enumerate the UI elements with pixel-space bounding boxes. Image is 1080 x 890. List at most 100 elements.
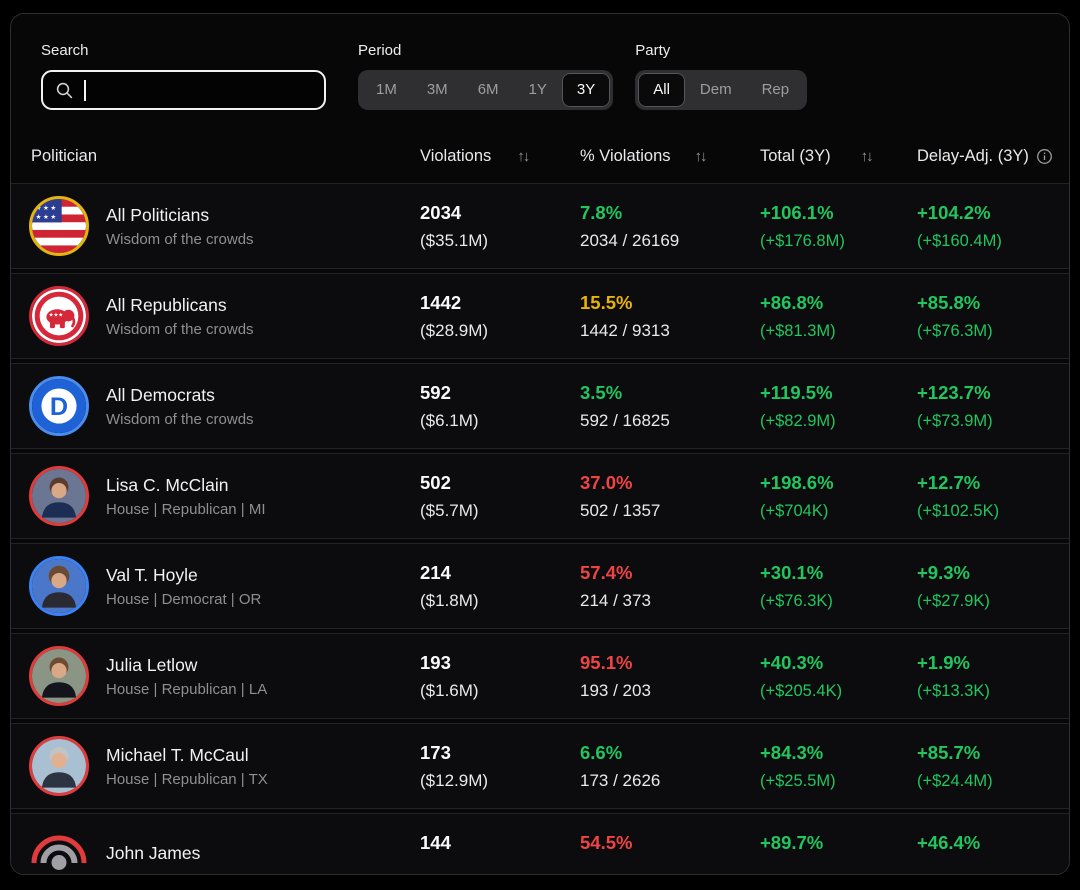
info-icon[interactable] (1036, 148, 1053, 165)
pct-violations: 95.1% (580, 652, 633, 673)
delay-adj-return: +85.8% (917, 292, 981, 313)
table-row[interactable]: ★★★ All Republicans Wisdom of the crowds… (11, 273, 1069, 359)
table-row[interactable]: ★ ★ ★ ★ ★ ★ All Politicians Wisdom of th… (11, 183, 1069, 269)
pct-fraction: 1442 / 9313 (580, 321, 670, 340)
politician-name[interactable]: John James (106, 843, 201, 863)
total-amount: (+$704K) (760, 502, 829, 520)
total-return: +84.3% (760, 742, 824, 763)
total-return: +89.7% (760, 832, 824, 853)
politician-name[interactable]: All Politicians (106, 204, 210, 225)
delay-adj-return: +46.4% (917, 832, 981, 853)
svg-text:★ ★ ★: ★ ★ ★ (36, 205, 56, 212)
text-caret (84, 79, 86, 101)
col-pct-violations[interactable]: % Violations (580, 146, 671, 165)
violations-count: 193 (420, 652, 451, 673)
col-politician: Politician (31, 146, 98, 165)
search-input[interactable] (41, 70, 326, 110)
party-option-all-selected[interactable]: All (638, 73, 685, 107)
col-delay-adj-3y: Delay-Adj. (3Y) (917, 146, 1029, 165)
table-row[interactable]: Julia Letlow House | Republican | LA 193… (11, 633, 1069, 719)
sort-icon[interactable]: ↑↓ (860, 147, 874, 165)
violations-amount: ($1.6M) (420, 681, 479, 700)
table-row[interactable]: John James 144 54.5% +89.7% +46.4% (11, 813, 1069, 874)
politician-subtitle: House | Republican | MI (106, 500, 266, 518)
total-amount: (+$25.5M) (760, 772, 836, 790)
us-flag-avatar: ★ ★ ★ ★ ★ ★ (29, 196, 89, 256)
total-amount: (+$176.8M) (760, 232, 845, 250)
delay-adj-return: +1.9% (917, 652, 970, 673)
portrait-avatar (29, 556, 89, 616)
period-option-6m[interactable]: 6M (463, 73, 514, 107)
party-option-dem[interactable]: Dem (685, 73, 747, 107)
total-amount: (+$82.9M) (760, 412, 836, 430)
period-option-3m[interactable]: 3M (412, 73, 463, 107)
politician-name[interactable]: Val T. Hoyle (106, 564, 198, 585)
violations-amount: ($6.1M) (420, 411, 479, 430)
politician-name[interactable]: All Democrats (106, 384, 215, 405)
party-label: Party (635, 42, 671, 59)
pct-fraction: 173 / 2626 (580, 771, 661, 790)
search-field[interactable] (85, 81, 312, 99)
pct-fraction: 502 / 1357 (580, 501, 661, 520)
politician-name[interactable]: Julia Letlow (106, 654, 198, 675)
violations-count: 214 (420, 562, 451, 583)
svg-text:D: D (50, 393, 68, 421)
violations-count: 592 (420, 382, 451, 403)
total-return: +40.3% (760, 652, 824, 673)
period-option-1y[interactable]: 1Y (514, 73, 562, 107)
politician-name[interactable]: Michael T. McCaul (106, 744, 249, 765)
svg-text:★ ★ ★: ★ ★ ★ (36, 214, 56, 221)
violations-count: 2034 (420, 202, 462, 223)
delay-adj-amount: (+$27.9K) (917, 592, 990, 610)
portrait-avatar (29, 466, 89, 526)
politician-subtitle: House | Republican | TX (106, 770, 268, 788)
sort-icon[interactable]: ↑↓ (694, 147, 708, 165)
period-option-1m[interactable]: 1M (361, 73, 412, 107)
politician-subtitle: Wisdom of the crowds (106, 410, 254, 428)
pct-violations: 15.5% (580, 292, 633, 313)
pct-fraction: 592 / 16825 (580, 411, 670, 430)
col-total-3y[interactable]: Total (3Y) (760, 146, 831, 165)
violations-count: 502 (420, 472, 451, 493)
col-violations[interactable]: Violations (420, 146, 492, 165)
politician-subtitle: House | Democrat | OR (106, 590, 262, 608)
delay-adj-amount: (+$24.4M) (917, 772, 993, 790)
total-return: +86.8% (760, 292, 824, 313)
delay-adj-amount: (+$160.4M) (917, 232, 1002, 250)
politician-name[interactable]: Lisa C. McClain (106, 474, 229, 495)
total-amount: (+$76.3K) (760, 592, 833, 610)
delay-adj-return: +104.2% (917, 202, 991, 223)
pct-fraction: 214 / 373 (580, 591, 651, 610)
total-amount: (+$205.4K) (760, 682, 843, 700)
search-icon (55, 81, 74, 100)
democrat-d-avatar: D (29, 376, 89, 436)
violations-amount: ($28.9M) (420, 321, 489, 340)
party-option-rep[interactable]: Rep (747, 73, 805, 107)
politician-name[interactable]: All Republicans (106, 294, 227, 315)
period-segmented-control: 1M 3M 6M 1Y 3Y (358, 70, 614, 110)
portrait-placeholder-avatar (29, 826, 89, 874)
table-row[interactable]: Val T. Hoyle House | Democrat | OR 214 (… (11, 543, 1069, 629)
pct-violations: 37.0% (580, 472, 633, 493)
violations-amount: ($35.1M) (420, 231, 489, 250)
table-row[interactable]: Michael T. McCaul House | Republican | T… (11, 723, 1069, 809)
sort-icon[interactable]: ↑↓ (517, 147, 530, 165)
period-option-3y-selected[interactable]: 3Y (561, 73, 611, 107)
politician-subtitle: Wisdom of the crowds (106, 230, 254, 248)
main-panel: Search Period 1M 3M 6M 1Y 3Y (10, 13, 1070, 875)
total-amount: (+$81.3M) (760, 322, 836, 340)
filter-bar: Search Period 1M 3M 6M 1Y 3Y (11, 14, 1069, 110)
pct-violations: 54.5% (580, 832, 633, 853)
total-return: +30.1% (760, 562, 824, 583)
pct-violations: 6.6% (580, 742, 623, 763)
violations-amount: ($12.9M) (420, 771, 489, 790)
table-row[interactable]: D All Democrats Wisdom of the crowds 592… (11, 363, 1069, 449)
table-header: Politician Violations ↑↓ % Violations ↑↓… (11, 133, 1069, 179)
delay-adj-return: +12.7% (917, 472, 981, 493)
total-return: +119.5% (760, 382, 833, 403)
portrait-avatar (29, 646, 89, 706)
delay-adj-return: +123.7% (917, 382, 991, 403)
table-row[interactable]: Lisa C. McClain House | Republican | MI … (11, 453, 1069, 539)
total-return: +106.1% (760, 202, 834, 223)
delay-adj-amount: (+$73.9M) (917, 412, 993, 430)
